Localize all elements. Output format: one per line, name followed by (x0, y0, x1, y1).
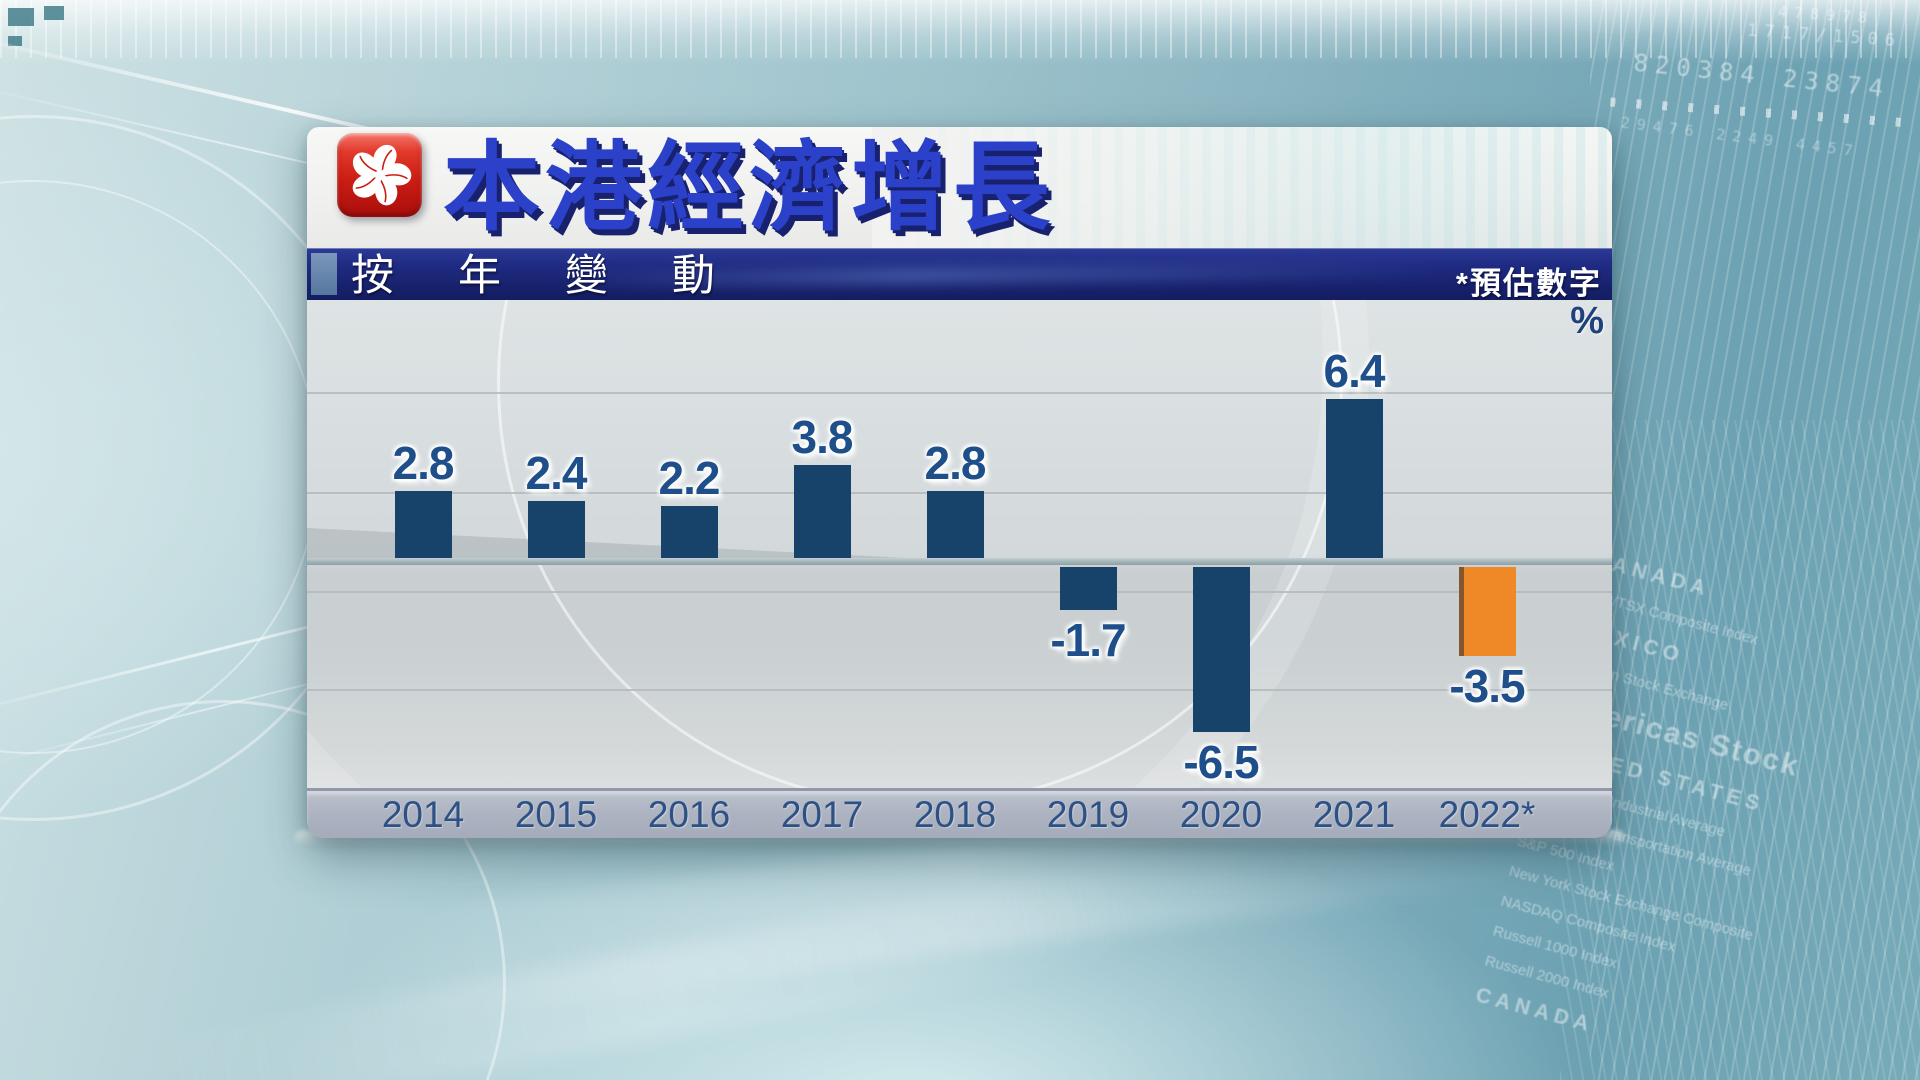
year-label-2014: 2014 (381, 794, 465, 835)
estimate-note: *預估數字 (1455, 266, 1602, 301)
bar-2022* (1458, 567, 1516, 656)
zero-axis-line (307, 558, 1612, 565)
title-decor-stripes-fade (872, 127, 1612, 248)
value-label-2019: -1.7 (1050, 614, 1126, 666)
year-label-2020: 2020 (1179, 794, 1263, 835)
year-label-2018: 2018 (913, 794, 997, 835)
unit-label: % (1570, 300, 1604, 342)
value-label-2018: 2.8 (924, 437, 987, 489)
year-label-2022*: 2022* (1438, 794, 1536, 835)
background-pinstripes (1590, 0, 1920, 1080)
value-label-2021: 6.4 (1323, 345, 1386, 397)
bauhinia-flower (349, 144, 413, 208)
gridline (307, 591, 1612, 593)
value-label-2014: 2.8 (392, 437, 455, 489)
year-label-2015: 2015 (514, 794, 598, 835)
bar-2017 (793, 465, 851, 562)
value-label-2017: 3.8 (791, 411, 854, 463)
year-label-2021: 2021 (1312, 794, 1396, 835)
hk-bauhinia-flag-icon (337, 133, 422, 217)
year-label-2019: 2019 (1046, 794, 1130, 835)
corner-rect (8, 8, 34, 26)
corner-rect (44, 6, 64, 20)
bar-2014 (394, 491, 452, 562)
value-label-2022*: -3.5 (1449, 660, 1525, 712)
value-label-2015: 2.4 (525, 447, 588, 499)
subtitle-text: 按 年 變 動 (351, 252, 741, 300)
background-top-light-band (0, 0, 1920, 64)
bar-2018 (926, 491, 984, 562)
page-title: 本港經濟增長 (443, 133, 1055, 242)
axis-band: 2014 2015 2016 2017 2018 2019 2020 2021 2022* (307, 788, 1612, 838)
bar-2020 (1192, 567, 1250, 732)
background-pinstripes (1560, 420, 1920, 1080)
background-top-stripes (0, 0, 1920, 58)
title-row: 本港經濟增長 (307, 127, 1612, 248)
year-label-2017: 2017 (780, 794, 864, 835)
year-label-2016: 2016 (647, 794, 731, 835)
bar-2016 (660, 506, 718, 562)
value-label-2020: -6.5 (1183, 736, 1259, 788)
subtitle-bar: 按 年 變 動 *預估數字 (307, 248, 1612, 301)
value-label-2016: 2.2 (658, 452, 721, 504)
gridline (307, 392, 1612, 394)
bar-2019 (1059, 567, 1117, 610)
gridline (307, 689, 1612, 691)
chart-plot: % 2.8 2.4 2.2 3.8 2.8 -1.7 -6.5 6.4 -3.5 (307, 300, 1612, 788)
corner-rect (8, 36, 22, 46)
subtitle-accent-square (311, 253, 337, 295)
bar-2021 (1325, 399, 1383, 562)
news-graphic-panel: 本港經濟增長 按 年 變 動 *預估數字 % 2.8 2.4 2.2 3.8 2.8 -1… (307, 127, 1612, 838)
bar-2015 (527, 501, 585, 562)
